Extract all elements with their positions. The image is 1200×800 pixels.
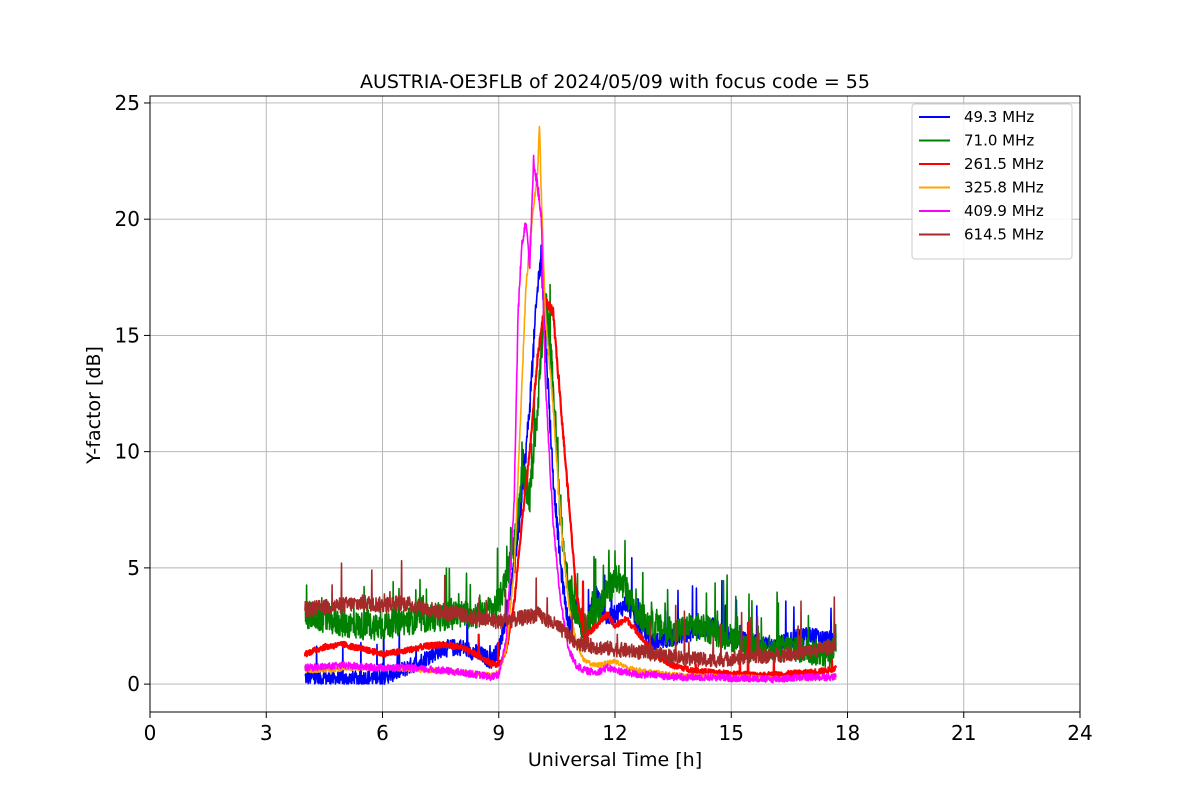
y-tick-label: 25 [115,91,140,115]
series-line [304,559,837,669]
y-tick-label: 15 [115,323,140,347]
plot-area [303,125,837,685]
x-tick-label: 21 [951,721,976,745]
legend-label: 261.5 MHz [964,155,1044,173]
y-tick-label: 20 [115,207,140,231]
x-tick-label: 15 [719,721,744,745]
y-axis-label: Y-factor [dB] [83,346,105,465]
x-axis-label: Universal Time [h] [528,749,702,771]
x-tick-label: 3 [260,721,273,745]
x-tick-label: 12 [602,721,627,745]
legend-label: 614.5 MHz [964,226,1044,244]
axes: 0 3 6 9 12 15 18 21 24 0 5 10 15 20 25 [115,91,1093,745]
x-tick-label: 9 [492,721,505,745]
y-tick-label: 10 [115,440,140,464]
x-tick-label: 18 [835,721,860,745]
legend-box [911,103,1073,260]
legend-label: 71.0 MHz [964,132,1034,150]
legend: 49.3 MHz 71.0 MHz 261.5 MHz 325.8 MHz 40… [911,103,1073,260]
y-tick-label: 0 [127,672,140,696]
chart-title: AUSTRIA-OE3FLB of 2024/05/09 with focus … [360,71,870,93]
y-tick-label: 5 [127,556,140,580]
legend-label: 409.9 MHz [964,202,1044,220]
x-tick-label: 24 [1067,721,1092,745]
legend-label: 49.3 MHz [964,108,1034,126]
legend-label: 325.8 MHz [964,179,1044,197]
series-line [304,154,837,684]
x-tick-label: 0 [144,721,157,745]
x-tick-label: 6 [376,721,389,745]
